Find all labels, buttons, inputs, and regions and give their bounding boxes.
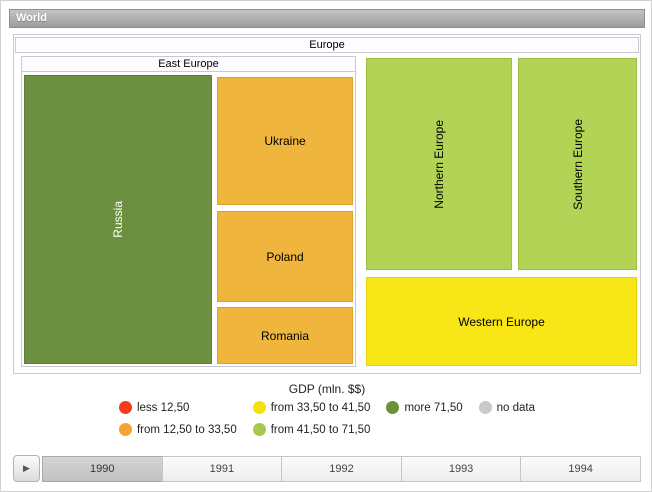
legend-item-more[interactable]: more 71,50: [386, 401, 463, 414]
legend-swatch-yellowgreen-icon: [252, 423, 266, 436]
legend-swatch-darkgreen-icon: [386, 401, 400, 414]
node-label-northern-europe: Northern Europe: [432, 119, 446, 209]
timeline-year[interactable]: 1994: [520, 456, 641, 482]
node-label-poland: Poland: [266, 249, 304, 264]
legend-item-label: no data: [496, 401, 536, 414]
timeline-year[interactable]: 1992: [281, 456, 402, 482]
legend-swatch-gray-icon: [478, 401, 492, 414]
legend-item-label: from 12,50 to 33,50: [136, 423, 237, 436]
treemap-node-southern-europe[interactable]: Southern Europe: [518, 58, 637, 270]
breadcrumb-world[interactable]: World: [9, 9, 645, 28]
timeline: 1990 1991 1992 1993 1994: [42, 456, 641, 482]
play-button[interactable]: ▶: [13, 455, 40, 482]
treemap-node-northern-europe[interactable]: Northern Europe: [366, 58, 512, 270]
legend-item-no-data[interactable]: no data: [478, 401, 536, 414]
legend-item-label: from 41,50 to 71,50: [270, 423, 371, 436]
play-icon: ▶: [23, 463, 30, 473]
timeline-year[interactable]: 1991: [161, 456, 283, 482]
legend-item-label: from 33,50 to 41,50: [270, 401, 371, 414]
legend-swatch-orange-icon: [118, 423, 132, 436]
timeline-year[interactable]: 1990: [42, 456, 163, 482]
node-label-romania: Romania: [260, 328, 310, 343]
treemap-node-romania[interactable]: Romania: [217, 307, 353, 364]
legend-item-label: less 12,50: [136, 401, 190, 414]
timeline-year[interactable]: 1993: [400, 456, 522, 482]
treemap-node-poland[interactable]: Poland: [217, 211, 353, 302]
treemap-node-western-europe[interactable]: Western Europe: [366, 277, 637, 366]
node-label-western-europe: Western Europe: [458, 314, 545, 329]
treemap-node-russia[interactable]: Russia: [24, 75, 212, 364]
treemap-header-europe[interactable]: Europe: [15, 37, 639, 53]
legend-item-less[interactable]: less 12,50: [118, 401, 237, 414]
legend-item-12-33[interactable]: from 12,50 to 33,50: [118, 423, 237, 436]
legend-swatch-red-icon: [118, 401, 132, 414]
treemap-node-ukraine[interactable]: Ukraine: [217, 77, 353, 205]
node-label-southern-europe: Southern Europe: [570, 118, 585, 210]
node-label-russia: Russia: [111, 201, 125, 238]
legend-item-41-71[interactable]: from 41,50 to 71,50: [252, 423, 371, 436]
legend-title: GDP (mln. $$): [288, 382, 366, 396]
legend-item-33-41[interactable]: from 33,50 to 41,50: [252, 401, 371, 414]
legend-item-label: more 71,50: [404, 401, 463, 414]
legend-swatch-yellow-icon: [252, 401, 266, 414]
legend: less 12,50 from 12,50 to 33,50 from 33,5…: [1, 401, 652, 436]
node-label-ukraine: Ukraine: [264, 134, 306, 148]
treemap-header-east-europe[interactable]: East Europe: [21, 56, 356, 72]
